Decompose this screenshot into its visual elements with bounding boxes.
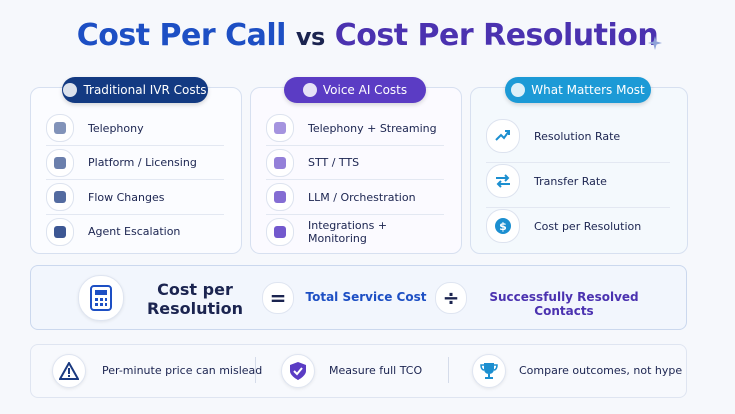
panel-header: Traditional IVR Costs xyxy=(62,77,208,103)
icon xyxy=(495,130,510,141)
item-label: Integrations + Monitoring xyxy=(308,218,388,245)
separator xyxy=(266,213,444,215)
formula-label: Cost per Resolution xyxy=(146,280,244,318)
numerator: Total Service Cost xyxy=(305,290,427,304)
trophy-icon xyxy=(472,354,506,388)
item-icon xyxy=(46,183,74,211)
item-icon xyxy=(46,217,74,246)
equals: = xyxy=(262,282,294,314)
icon xyxy=(496,174,510,188)
sparkle xyxy=(648,36,662,50)
icon xyxy=(274,156,286,169)
icon xyxy=(274,225,286,238)
separator xyxy=(486,162,670,163)
divider xyxy=(255,357,256,383)
item-icon xyxy=(486,119,520,153)
item-label: Platform / Licensing xyxy=(88,156,197,169)
separator xyxy=(46,213,224,215)
item-icon xyxy=(266,114,294,142)
footer-text: Per-minute price can mislead xyxy=(102,364,263,377)
title-part: vs xyxy=(295,23,325,51)
item-icon xyxy=(266,217,294,246)
icon xyxy=(54,225,66,238)
calculator-icon xyxy=(78,275,124,321)
item-label: STT / TTS xyxy=(308,156,360,169)
separator xyxy=(46,179,224,180)
separator xyxy=(486,207,670,208)
icon xyxy=(290,362,306,380)
item-icon xyxy=(266,148,294,177)
item-label: Transfer Rate xyxy=(534,174,607,188)
item-label: Flow Changes xyxy=(88,190,165,204)
panel-item: $ Cost per Resolution xyxy=(486,208,670,244)
item-icon xyxy=(46,148,74,177)
icon xyxy=(54,191,66,203)
divide: ÷ xyxy=(435,282,467,314)
header-icon xyxy=(63,83,78,97)
item-label: Agent Escalation xyxy=(88,225,181,238)
panel-item: Transfer Rate xyxy=(486,163,670,199)
shield-icon xyxy=(281,354,315,388)
svg-text:$: $ xyxy=(499,220,507,233)
panel-item: Telephony xyxy=(46,111,224,145)
panel-item: LLM / Orchestration xyxy=(266,180,444,214)
separator xyxy=(266,144,444,146)
item-label: LLM / Orchestration xyxy=(308,190,416,204)
icon xyxy=(54,156,66,169)
header-icon xyxy=(302,83,317,97)
item-label: Cost per Resolution xyxy=(534,219,642,233)
item-icon xyxy=(486,164,520,198)
footer-text: Compare outcomes, not hype xyxy=(519,364,683,377)
panel-item: Resolution Rate xyxy=(486,118,670,154)
item-label: Telephony + Streaming xyxy=(308,121,437,135)
panel-item: Integrations + Monitoring xyxy=(266,215,444,249)
icon xyxy=(274,191,286,203)
item-icon xyxy=(46,114,74,142)
footer-box xyxy=(30,344,687,398)
denominator: Successfully Resolved Contacts xyxy=(489,290,639,318)
warning-icon xyxy=(52,354,86,388)
item-label: Resolution Rate xyxy=(534,129,621,143)
panel-item: Telephony + Streaming xyxy=(266,111,444,145)
icon xyxy=(90,285,112,311)
panel-item: Agent Escalation xyxy=(46,215,224,249)
item-label: Telephony xyxy=(88,121,144,135)
panel-title: Traditional IVR Costs xyxy=(83,83,207,97)
item-icon: $ xyxy=(486,209,520,243)
icon xyxy=(59,362,79,380)
panel-header: Voice AI Costs xyxy=(284,77,426,103)
divider xyxy=(448,357,449,383)
formula-box xyxy=(30,265,687,330)
icon xyxy=(480,363,498,379)
panel-title: What Matters Most xyxy=(531,83,645,97)
separator xyxy=(266,179,444,180)
panel-title: Voice AI Costs xyxy=(322,83,408,97)
footer-text: Measure full TCO xyxy=(329,364,423,377)
item-icon xyxy=(266,183,294,211)
panel-item: STT / TTS xyxy=(266,146,444,180)
title: Cost Per Call vs Cost Per Resolution xyxy=(0,18,735,53)
icon xyxy=(274,122,286,134)
panel-item: Platform / Licensing xyxy=(46,146,224,180)
panel-item: Flow Changes xyxy=(46,180,224,214)
title-part: Cost Per Resolution xyxy=(334,18,659,53)
title-part: Cost Per Call xyxy=(76,18,287,53)
icon xyxy=(54,122,66,134)
panel-header: What Matters Most xyxy=(505,77,651,103)
icon: $ xyxy=(495,218,511,234)
header-icon xyxy=(511,83,526,97)
separator xyxy=(46,144,224,146)
